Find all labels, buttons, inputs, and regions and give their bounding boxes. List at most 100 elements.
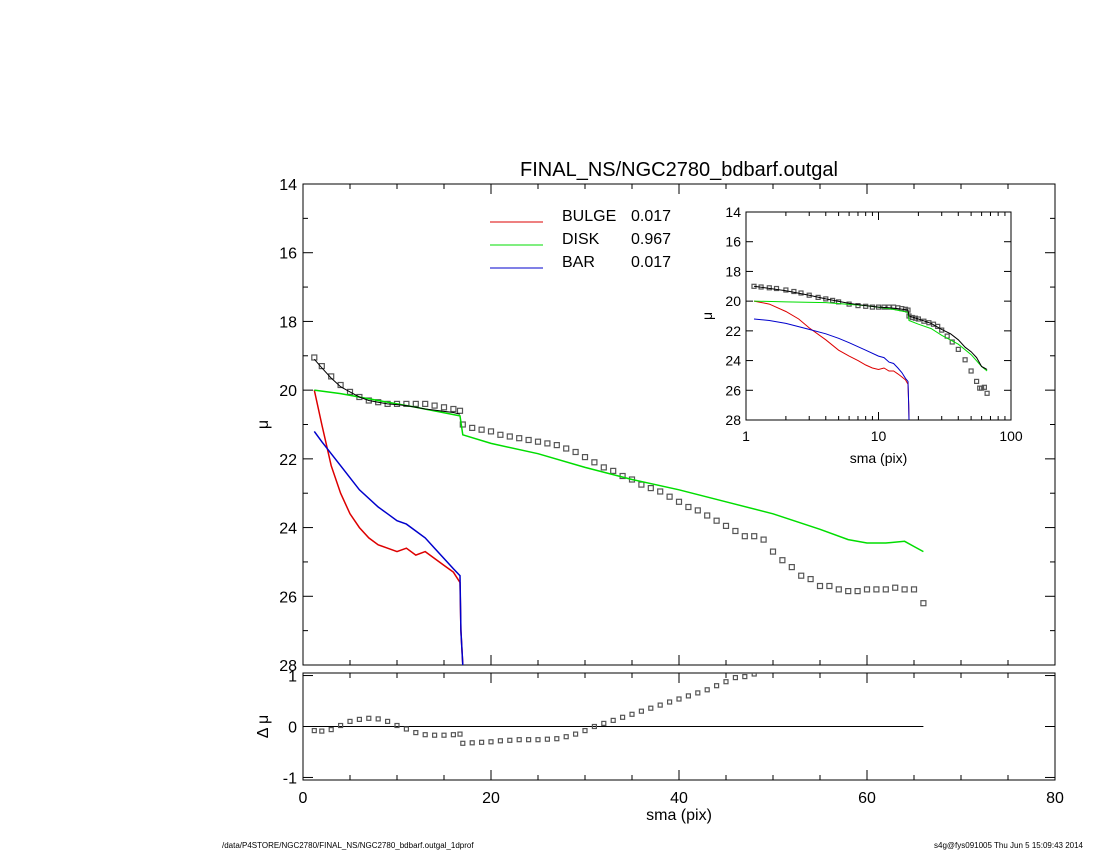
y-tick-label: 28 xyxy=(725,412,741,428)
data-marker xyxy=(892,584,899,591)
residual-marker xyxy=(375,716,381,722)
data-marker xyxy=(704,512,711,519)
x-axis-label: sma (pix) xyxy=(646,807,712,824)
data-marker xyxy=(456,407,464,414)
y-tick-label: 14 xyxy=(279,177,297,194)
residual-marker xyxy=(676,696,682,702)
y-tick-label: 16 xyxy=(725,234,741,250)
data-marker xyxy=(798,572,805,579)
data-marker xyxy=(591,459,598,466)
residual-marker xyxy=(582,727,588,734)
data-marker xyxy=(412,400,419,407)
legend-bar-name: BAR xyxy=(562,254,595,271)
y-tick-label: 14 xyxy=(725,204,741,220)
data-marker xyxy=(600,464,607,471)
data-marker xyxy=(487,428,495,435)
y-axis-label: μ xyxy=(255,420,272,429)
residual-marker xyxy=(666,699,673,705)
y-tick-label: 26 xyxy=(725,382,741,398)
data-marker xyxy=(516,435,523,442)
data-marker xyxy=(835,586,842,593)
legend-bulge-name: BULGE xyxy=(562,208,616,225)
residual-marker xyxy=(488,739,494,745)
data-marker xyxy=(422,400,429,407)
inset-background xyxy=(746,212,1011,420)
x-tick-label: 1 xyxy=(742,428,750,444)
residual-marker xyxy=(535,737,541,743)
data-marker xyxy=(534,438,542,445)
inset-data-marker xyxy=(962,357,968,363)
data-marker xyxy=(873,586,880,593)
residual-marker xyxy=(751,673,757,677)
y-tick-label: 16 xyxy=(279,246,297,263)
data-marker xyxy=(666,493,673,500)
residual-marker xyxy=(366,715,372,721)
inset-data-marker xyxy=(968,368,974,374)
residual-marker xyxy=(713,683,720,689)
residual-marker xyxy=(413,729,419,736)
main-profile-plot: 14 16 18 20 22 24 26 28 μ xyxy=(255,177,1056,675)
y-tick-label: 0 xyxy=(288,720,297,737)
residual-marker xyxy=(704,687,710,693)
residual-marker xyxy=(742,673,748,680)
data-marker xyxy=(863,586,871,593)
residual-marker xyxy=(507,737,513,743)
residual-marker xyxy=(544,736,551,742)
residual-series-group xyxy=(311,673,757,746)
data-marker xyxy=(450,405,457,413)
residual-marker xyxy=(554,736,560,742)
data-marker xyxy=(657,488,664,495)
data-marker xyxy=(769,548,777,555)
inset-data-marker xyxy=(981,384,988,390)
bulge-line xyxy=(313,389,464,665)
data-marker xyxy=(882,586,889,593)
data-marker xyxy=(431,402,438,409)
residual-marker xyxy=(563,734,569,740)
residual-marker xyxy=(450,732,456,738)
x-axis-label: sma (pix) xyxy=(850,450,908,466)
data-marker xyxy=(788,563,795,571)
x-tick-label: 100 xyxy=(999,428,1023,444)
legend-disk-name: DISK xyxy=(562,231,600,248)
residual-marker xyxy=(610,717,616,724)
data-marker xyxy=(572,448,579,456)
data-marker xyxy=(318,363,325,370)
y-tick-label: 22 xyxy=(725,323,741,339)
residual-marker xyxy=(460,740,466,746)
data-marker xyxy=(816,582,824,590)
residual-marker xyxy=(385,718,391,725)
inset-series-group xyxy=(751,283,990,420)
y-axis-label: μ xyxy=(699,312,715,320)
data-marker xyxy=(497,431,504,438)
residual-marker xyxy=(441,732,447,738)
residual-marker xyxy=(319,728,325,734)
data-marker xyxy=(741,533,748,540)
x-tick-label: 40 xyxy=(670,790,688,807)
inset-data-marker xyxy=(973,378,980,384)
residual-marker xyxy=(457,731,463,737)
inset-bar-line xyxy=(753,318,910,420)
data-marker xyxy=(920,600,927,607)
x-tick-label: 0 xyxy=(299,790,308,807)
y-tick-label: -1 xyxy=(283,770,297,787)
data-marker xyxy=(610,467,617,474)
residual-marker xyxy=(525,737,532,743)
residual-marker xyxy=(601,720,607,727)
y-tick-label: 28 xyxy=(279,658,297,675)
data-marker xyxy=(459,421,466,428)
residual-marker xyxy=(479,739,485,745)
data-marker xyxy=(346,388,354,395)
data-marker xyxy=(685,503,692,511)
data-marker xyxy=(638,481,645,488)
legend-disk-value: 0.967 xyxy=(631,231,671,248)
y-tick-label: 20 xyxy=(279,383,297,400)
residual-marker xyxy=(648,705,654,711)
legend-bulge-value: 0.017 xyxy=(631,208,671,225)
chart-title: FINAL_NS/NGC2780_bdbarf.outgal xyxy=(520,159,838,181)
residual-marker xyxy=(685,693,692,699)
y-tick-label: 18 xyxy=(279,314,297,331)
data-marker xyxy=(845,587,852,595)
residual-marker xyxy=(422,732,428,738)
legend-bar-value: 0.017 xyxy=(631,254,671,271)
inset-data-marker xyxy=(984,390,990,396)
